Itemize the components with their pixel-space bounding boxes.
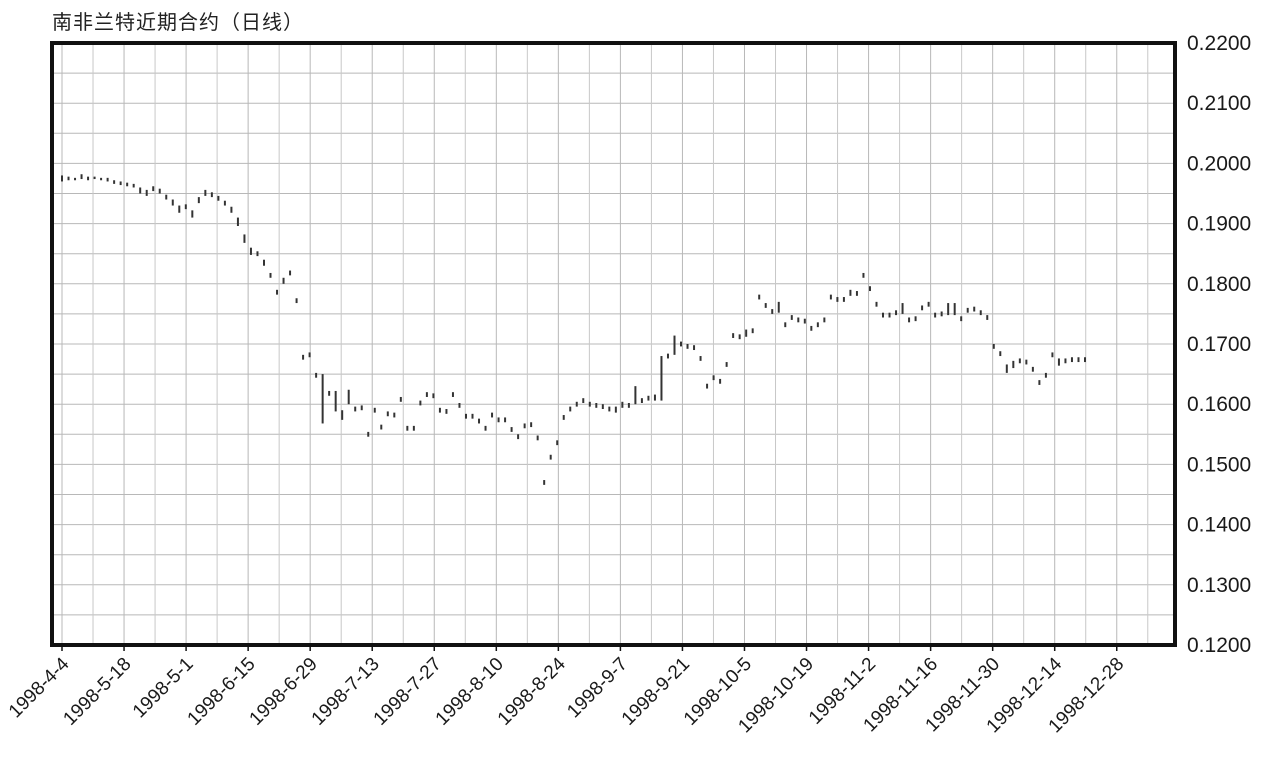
price-bars	[61, 174, 1086, 485]
y-tick-label: 0.2200	[1187, 32, 1251, 55]
y-tick-label: 0.2100	[1187, 92, 1251, 115]
y-axis: 0.2200 0.2100 0.2000 0.1900 0.1800 0.1700 0.16…	[1187, 32, 1251, 657]
y-tick-label: 0.2000	[1187, 152, 1251, 175]
x-tick-label: 1998-8-24	[494, 653, 570, 729]
y-tick-label: 0.1500	[1187, 453, 1251, 476]
y-tick-label: 0.1900	[1187, 213, 1251, 236]
y-tick-label: 0.1600	[1187, 393, 1251, 416]
grid	[52, 42, 1175, 646]
y-tick-label: 0.1400	[1187, 514, 1251, 537]
x-axis: 1998-4-41998-5-181998-5-11998-6-151998-6…	[5, 645, 1128, 737]
y-tick-label: 0.1700	[1187, 333, 1251, 356]
x-tick-label: 1998-5-18	[59, 654, 135, 730]
y-tick-label: 0.1800	[1187, 273, 1251, 296]
plot-frame	[50, 41, 1177, 647]
y-tick-label: 0.1200	[1187, 634, 1251, 657]
chart-title: 南非兰特近期合约（日线）	[52, 10, 304, 34]
y-tick-label: 0.1300	[1187, 574, 1251, 597]
